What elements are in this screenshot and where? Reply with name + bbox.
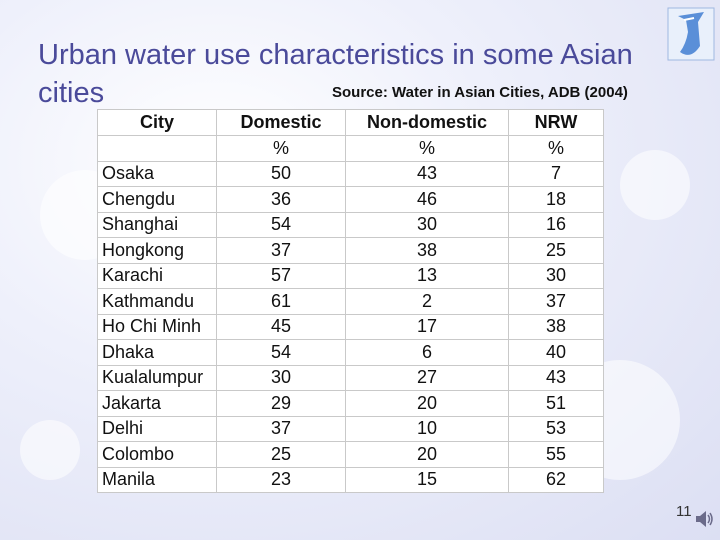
cell-domestic: 45 — [216, 313, 346, 340]
cell-domestic: 30 — [216, 364, 346, 391]
cell-domestic: 61 — [216, 288, 346, 315]
cell-domestic: 54 — [216, 211, 346, 238]
cell-non-domestic: 15 — [345, 466, 509, 493]
table-row: Jakarta 29 20 51 — [97, 390, 604, 417]
cell-nrw: 37 — [508, 288, 604, 315]
cell-city: Manila — [97, 466, 217, 493]
cell-domestic: 37 — [216, 237, 346, 264]
unit-non-domestic: % — [345, 135, 509, 162]
background-bubble — [620, 150, 690, 220]
header-nrw: NRW — [508, 109, 604, 136]
header-non-domestic: Non-domestic — [345, 109, 509, 136]
cell-nrw: 18 — [508, 186, 604, 213]
cell-non-domestic: 46 — [345, 186, 509, 213]
unit-nrw: % — [508, 135, 604, 162]
cell-domestic: 37 — [216, 415, 346, 442]
slide-title: Urban water use characteristics in some … — [38, 39, 633, 109]
cell-nrw: 7 — [508, 160, 604, 187]
water-droplet-logo-icon — [667, 7, 715, 61]
table-body: % % % Osaka 50 43 7 Chengdu 36 46 18 Shanghai 54 3… — [97, 135, 604, 493]
cell-nrw: 25 — [508, 237, 604, 264]
background-bubble — [20, 420, 80, 480]
cell-non-domestic: 38 — [345, 237, 509, 264]
cell-domestic: 57 — [216, 262, 346, 289]
table-row: Delhi 37 10 53 — [97, 415, 604, 442]
table-row: Chengdu 36 46 18 — [97, 186, 604, 213]
cell-nrw: 43 — [508, 364, 604, 391]
cell-domestic: 29 — [216, 390, 346, 417]
header-city: City — [97, 109, 217, 136]
water-use-table: City Domestic Non-domestic NRW % % % Osa… — [97, 109, 604, 493]
cell-city: Kathmandu — [97, 288, 217, 315]
unit-domestic: % — [216, 135, 346, 162]
table-row: Ho Chi Minh 45 17 38 — [97, 313, 604, 340]
cell-domestic: 50 — [216, 160, 346, 187]
cell-non-domestic: 6 — [345, 339, 509, 366]
cell-city: Kualalumpur — [97, 364, 217, 391]
table-row: Osaka 50 43 7 — [97, 160, 604, 187]
cell-nrw: 55 — [508, 441, 604, 468]
table-row: Kathmandu 61 2 37 — [97, 288, 604, 315]
cell-non-domestic: 20 — [345, 390, 509, 417]
cell-domestic: 25 — [216, 441, 346, 468]
header-domestic: Domestic — [216, 109, 346, 136]
cell-city: Hongkong — [97, 237, 217, 264]
cell-city: Chengdu — [97, 186, 217, 213]
cell-non-domestic: 43 — [345, 160, 509, 187]
table-row: Dhaka 54 6 40 — [97, 339, 604, 366]
table-row: Hongkong 37 38 25 — [97, 237, 604, 264]
table-row: Colombo 25 20 55 — [97, 441, 604, 468]
table-units-row: % % % — [97, 135, 604, 162]
cell-non-domestic: 13 — [345, 262, 509, 289]
cell-non-domestic: 27 — [345, 364, 509, 391]
cell-city: Ho Chi Minh — [97, 313, 217, 340]
cell-nrw: 62 — [508, 466, 604, 493]
cell-nrw: 51 — [508, 390, 604, 417]
cell-domestic: 36 — [216, 186, 346, 213]
table-header-row: City Domestic Non-domestic NRW — [97, 109, 604, 136]
table-row: Shanghai 54 30 16 — [97, 211, 604, 238]
cell-city: Dhaka — [97, 339, 217, 366]
cell-nrw: 38 — [508, 313, 604, 340]
page-number: 11 — [676, 503, 692, 520]
cell-city: Jakarta — [97, 390, 217, 417]
cell-domestic: 23 — [216, 466, 346, 493]
cell-non-domestic: 30 — [345, 211, 509, 238]
cell-non-domestic: 17 — [345, 313, 509, 340]
cell-non-domestic: 10 — [345, 415, 509, 442]
cell-city: Colombo — [97, 441, 217, 468]
table-row: Kualalumpur 30 27 43 — [97, 364, 604, 391]
cell-nrw: 40 — [508, 339, 604, 366]
cell-nrw: 16 — [508, 211, 604, 238]
table-row: Karachi 57 13 30 — [97, 262, 604, 289]
cell-domestic: 54 — [216, 339, 346, 366]
cell-city: Karachi — [97, 262, 217, 289]
speaker-icon[interactable] — [694, 508, 714, 530]
cell-non-domestic: 2 — [345, 288, 509, 315]
cell-city: Shanghai — [97, 211, 217, 238]
cell-city: Delhi — [97, 415, 217, 442]
cell-city: Osaka — [97, 160, 217, 187]
unit-city — [97, 135, 217, 162]
source-citation: Source: Water in Asian Cities, ADB (2004… — [332, 84, 628, 101]
cell-nrw: 30 — [508, 262, 604, 289]
table-row: Manila 23 15 62 — [97, 466, 604, 493]
cell-non-domestic: 20 — [345, 441, 509, 468]
cell-nrw: 53 — [508, 415, 604, 442]
